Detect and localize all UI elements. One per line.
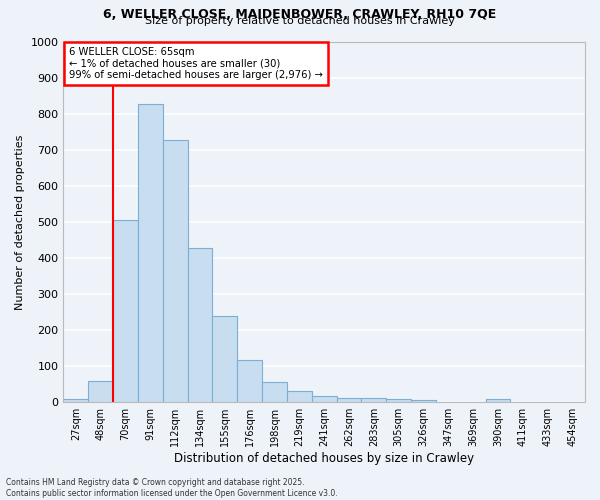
Bar [361,398,386,402]
Bar [262,382,287,402]
Bar [163,140,188,402]
Bar [113,220,138,402]
Bar [337,398,361,402]
Text: 6 WELLER CLOSE: 65sqm
← 1% of detached houses are smaller (30)
99% of semi-detac: 6 WELLER CLOSE: 65sqm ← 1% of detached h… [68,47,323,80]
Y-axis label: Number of detached properties: Number of detached properties [15,134,25,310]
Bar [237,360,262,402]
Bar [312,396,337,402]
Text: Contains HM Land Registry data © Crown copyright and database right 2025.
Contai: Contains HM Land Registry data © Crown c… [6,478,338,498]
Bar [287,390,312,402]
Bar [386,400,411,402]
Bar [212,316,237,402]
Bar [88,380,113,402]
Bar [138,104,163,402]
Text: Size of property relative to detached houses in Crawley: Size of property relative to detached ho… [145,16,455,26]
Bar [485,400,511,402]
Bar [188,248,212,402]
Text: 6, WELLER CLOSE, MAIDENBOWER, CRAWLEY, RH10 7QE: 6, WELLER CLOSE, MAIDENBOWER, CRAWLEY, R… [103,8,497,20]
Bar [64,400,88,402]
X-axis label: Distribution of detached houses by size in Crawley: Distribution of detached houses by size … [174,452,474,465]
Bar [411,400,436,402]
